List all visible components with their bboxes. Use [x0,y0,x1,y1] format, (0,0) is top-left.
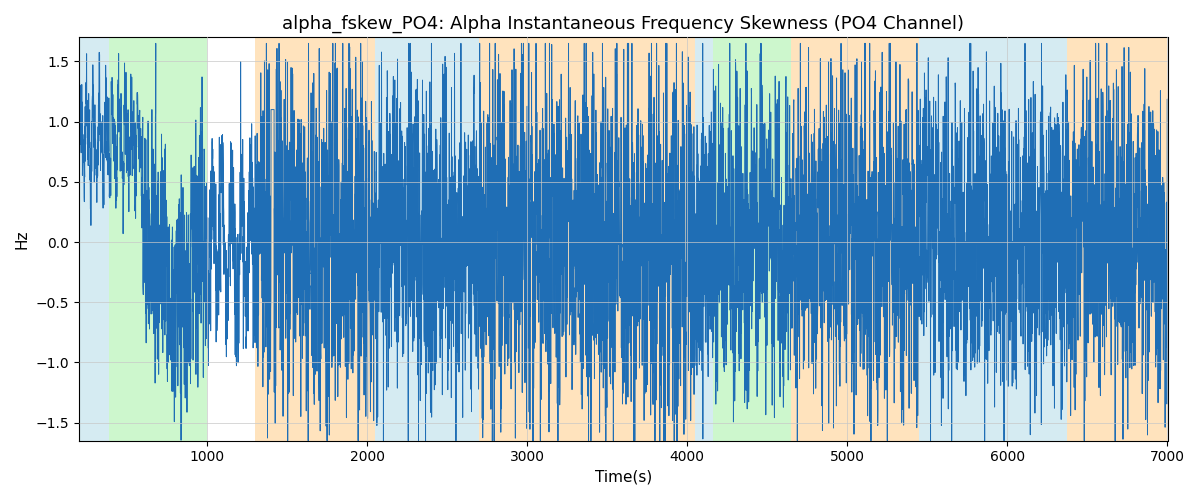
Bar [376,38,479,440]
Bar [695,38,713,440]
Y-axis label: Hz: Hz [14,230,30,249]
Bar [109,38,206,440]
Bar [479,38,695,440]
X-axis label: Time(s): Time(s) [594,470,652,485]
Bar [79,38,109,440]
Bar [919,38,1067,440]
Bar [254,38,376,440]
Bar [713,38,791,440]
Bar [791,38,847,440]
Bar [1067,38,1168,440]
Bar [847,38,919,440]
Title: alpha_fskew_PO4: Alpha Instantaneous Frequency Skewness (PO4 Channel): alpha_fskew_PO4: Alpha Instantaneous Fre… [282,15,965,34]
